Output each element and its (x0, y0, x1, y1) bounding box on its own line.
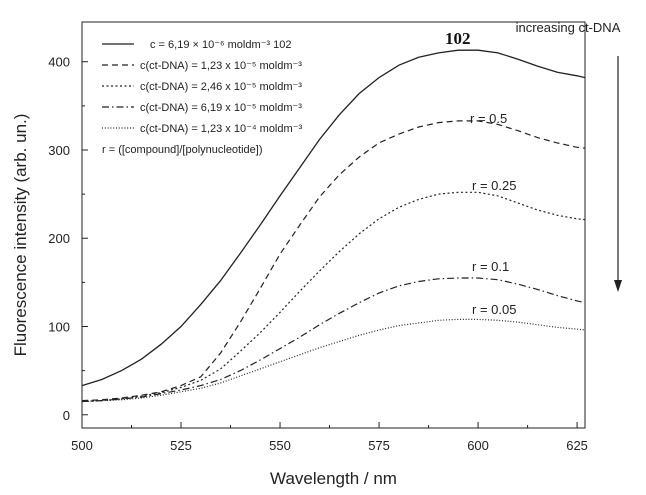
x-tick-label: 500 (71, 438, 93, 453)
y-tick-label: 100 (48, 320, 70, 335)
series-group (81, 49, 586, 403)
series-line-3 (81, 277, 586, 403)
x-tick-label: 550 (269, 438, 291, 453)
y-axis-title: Fluorescence intensity (arb. un.) (11, 114, 30, 357)
y-axis: 0 100 200 300 400 (48, 55, 88, 423)
series-line-1 (81, 120, 586, 402)
x-axis: 500 525 550 575 600 625 (71, 422, 588, 453)
x-tick-label: 525 (170, 438, 192, 453)
axes-frame (81, 21, 586, 429)
series-line-4 (81, 318, 586, 403)
legend-label-0: c = 6,19 × 10⁻⁶ moldm⁻³ 102 (150, 39, 292, 51)
legend-label-3: c(ct-DNA) = 6,19 x 10⁻⁵ moldm⁻³ (140, 102, 302, 114)
plot-area: 500 525 550 575 600 625 0 100 200 300 400 (48, 21, 588, 453)
legend-label-1: c(ct-DNA) = 1,23 x 10⁻⁵ moldm⁻³ (140, 60, 302, 72)
r-labels: r = 0.5 r = 0.25 r = 0.1 r = 0.05 (470, 111, 516, 317)
legend: c = 6,19 × 10⁻⁶ moldm⁻³ 102 c(ct-DNA) = 1… (102, 39, 302, 135)
arrow-head-icon (614, 280, 622, 292)
x-axis-title: Wavelength / nm (270, 469, 397, 488)
x-tick-label: 625 (566, 438, 588, 453)
legend-label-2: c(ct-DNA) = 2,46 x 10⁻⁵ moldm⁻³ (140, 81, 302, 93)
r-label-3: r = 0.1 (472, 259, 509, 274)
r-label-2: r = 0.25 (472, 178, 516, 193)
arrow-label: increasing ct-DNA (516, 20, 621, 35)
r-label-1: r = 0.5 (470, 111, 507, 126)
r-label-4: r = 0.05 (472, 302, 516, 317)
y-tick-label: 400 (48, 55, 70, 70)
x-tick-label: 600 (467, 438, 489, 453)
legend-note: r = ([compound]/[polynucleotide]) (102, 144, 263, 156)
legend-label-4: c(ct-DNA) = 1,23 x 10⁻⁴ moldm⁻³ (140, 123, 302, 135)
y-tick-label: 200 (48, 231, 70, 246)
y-tick-label: 300 (48, 143, 70, 158)
y-tick-label: 0 (63, 408, 70, 423)
series-line-2 (81, 191, 586, 403)
x-tick-label: 575 (368, 438, 390, 453)
increasing-arrow: increasing ct-DNA (516, 20, 622, 292)
compound-label: 102 (445, 29, 471, 48)
series-line-0 (81, 49, 586, 387)
